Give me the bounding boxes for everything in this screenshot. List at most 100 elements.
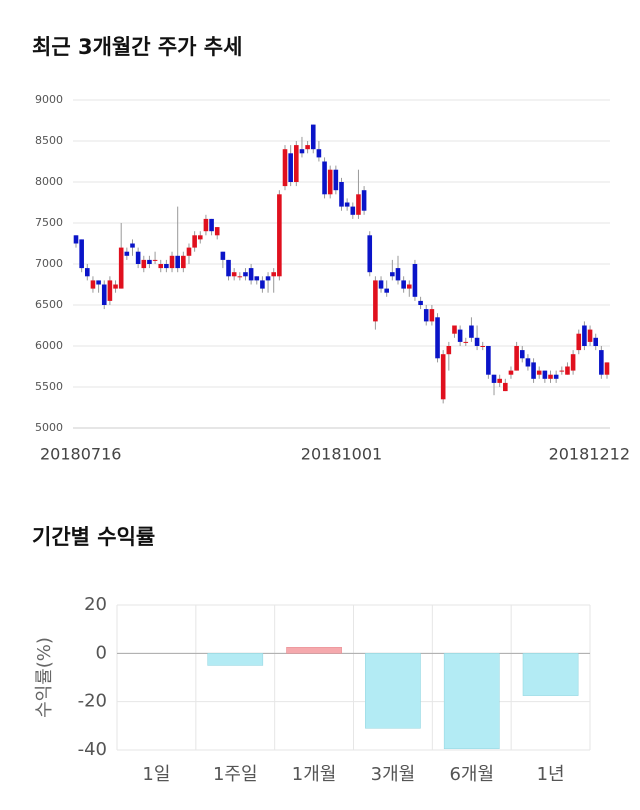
candle-body <box>457 329 463 342</box>
candle-body <box>265 276 271 281</box>
candle-body <box>175 255 180 269</box>
candle-body <box>390 272 395 277</box>
candle-body <box>361 190 367 211</box>
chart-title: 기간별 수익률 <box>32 525 155 549</box>
candle-body <box>474 337 480 346</box>
candle-body <box>570 354 576 371</box>
candle-body <box>440 354 446 400</box>
candle-body <box>96 280 101 285</box>
candle-body <box>135 251 141 264</box>
candle-body <box>90 280 96 289</box>
candle-body <box>118 247 124 289</box>
bar <box>443 653 500 750</box>
candle-body <box>446 346 452 355</box>
candle-body <box>519 350 525 359</box>
candle-body <box>384 288 389 293</box>
candle-body <box>553 374 559 379</box>
candle-body <box>73 235 79 244</box>
candle-body <box>181 255 186 269</box>
y-tick-label: 7500 <box>35 216 63 229</box>
candle-body <box>582 325 587 346</box>
y-tick-label: 8000 <box>35 175 63 188</box>
x-tick-label: 1년 <box>537 764 565 785</box>
candle-body <box>536 370 542 375</box>
y-tick-label: 0 <box>96 642 107 663</box>
candle-body <box>350 206 356 215</box>
candle-body <box>565 366 570 375</box>
candle-body <box>395 268 401 281</box>
x-tick-label: 1일 <box>142 764 170 785</box>
candle-body <box>101 284 107 305</box>
candle-body <box>277 194 282 277</box>
bar <box>207 653 264 666</box>
candle-body <box>542 370 548 379</box>
candle-body <box>130 243 135 248</box>
candle-body <box>576 333 582 351</box>
candle-body <box>423 309 429 322</box>
candle-body <box>548 374 553 379</box>
candle-body <box>486 346 491 375</box>
candle-body <box>378 280 384 289</box>
candle-body <box>186 247 192 256</box>
x-tick-label: 20181001 <box>301 445 382 464</box>
candle-body <box>401 280 406 289</box>
y-tick-label: 8500 <box>35 134 63 147</box>
candle-body <box>356 194 361 215</box>
chart-title: 최근 3개월간 주가 추세 <box>32 35 242 59</box>
candle-body <box>282 149 288 187</box>
candle-body <box>220 251 226 260</box>
candle-body <box>164 264 169 269</box>
candle-body <box>305 145 310 150</box>
candle-body <box>84 268 90 277</box>
candle-body <box>508 370 514 375</box>
candle-body <box>412 264 418 297</box>
candle-body <box>294 145 299 182</box>
y-tick-label: 6000 <box>35 339 63 352</box>
bar <box>522 653 579 696</box>
candle-body <box>604 362 610 375</box>
y-tick-label: 6500 <box>35 298 63 311</box>
y-tick-label: -40 <box>78 739 107 760</box>
candle-body <box>203 218 209 232</box>
candle-body <box>192 235 197 248</box>
candle-body <box>429 309 435 322</box>
candle-body <box>214 227 220 236</box>
candle-body <box>260 280 265 289</box>
y-tick-label: -20 <box>78 691 107 712</box>
y-axis-label: 수익률(%) <box>34 637 55 718</box>
candle-body <box>531 362 536 379</box>
candle-body <box>593 337 599 346</box>
candle-body <box>514 346 519 371</box>
candle-body <box>197 235 203 240</box>
candle-body <box>107 280 113 301</box>
candle-body <box>373 280 378 322</box>
candle-body <box>480 346 486 347</box>
y-tick-label: 5500 <box>35 380 63 393</box>
x-tick-label: 1개월 <box>292 764 337 785</box>
candle-body <box>599 350 604 375</box>
x-tick-label: 20181212 <box>549 445 630 464</box>
candle-body <box>497 378 502 383</box>
candle-body <box>339 182 344 207</box>
x-tick-label: 20180716 <box>40 445 121 464</box>
candle-body <box>525 358 531 367</box>
candle-body <box>209 218 214 232</box>
candle-body <box>452 325 457 334</box>
candle-body <box>463 341 469 343</box>
y-tick-label: 9000 <box>35 93 63 106</box>
x-tick-label: 3개월 <box>371 764 416 785</box>
candle-body <box>124 251 130 256</box>
candle-body <box>147 259 152 264</box>
candle-body <box>316 149 322 158</box>
candle-body <box>169 255 175 269</box>
candle-body <box>503 382 508 392</box>
candle-body <box>469 325 474 338</box>
candle-body <box>231 272 237 277</box>
candle-body <box>79 239 84 269</box>
candle-body <box>152 259 158 261</box>
candle-body <box>248 268 254 281</box>
candle-body <box>237 276 243 278</box>
candle-body <box>491 374 497 383</box>
candle-body <box>333 169 339 191</box>
